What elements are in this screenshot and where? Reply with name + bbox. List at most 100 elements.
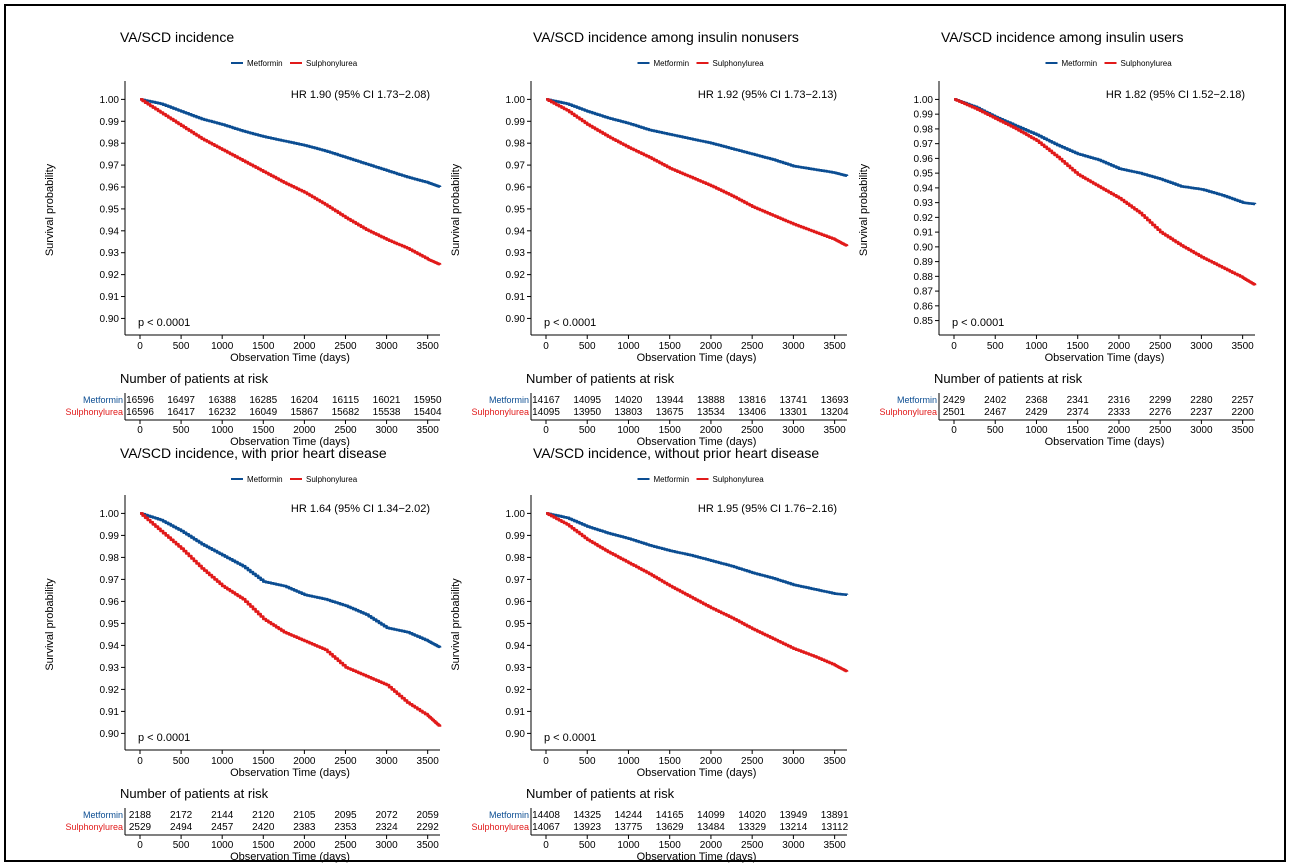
risk-x-tick-label: 500 <box>987 425 1004 436</box>
x-tick-label: 2500 <box>334 341 357 352</box>
km-panel-3: VA/SCD incidence among insulin users Metf… <box>858 29 1257 448</box>
p-value-annotation: p < 0.0001 <box>138 317 190 329</box>
risk-x-tick-label: 1500 <box>252 425 275 436</box>
y-tick-label: 0.90 <box>506 729 526 740</box>
risk-x-tick-label: 2000 <box>293 425 316 436</box>
y-tick-label: 0.99 <box>914 110 934 121</box>
x-tick-label: 3000 <box>375 756 398 767</box>
risk-count-sulphonylurea: 13950 <box>573 407 601 418</box>
x-tick-label: 1500 <box>659 341 682 352</box>
risk-count-sulphonylurea: 2333 <box>1108 407 1131 418</box>
x-tick-label: 500 <box>579 341 596 352</box>
risk-x-tick-label: 1500 <box>1067 425 1090 436</box>
y-tick-label: 1.00 <box>100 509 120 520</box>
y-tick-label: 0.92 <box>506 270 526 281</box>
risk-count-sulphonylurea: 2420 <box>252 822 275 833</box>
risk-count-sulphonylurea: 16049 <box>249 407 277 418</box>
y-tick-label: 1.00 <box>914 95 934 106</box>
x-tick-label: 1500 <box>252 341 275 352</box>
y-axis-label: Survival probability <box>44 578 56 671</box>
legend-label-sulphonylurea: Sulphonylurea <box>306 475 358 484</box>
risk-count-sulphonylurea: 13923 <box>573 822 601 833</box>
risk-count-metformin: 2072 <box>375 810 398 821</box>
y-tick-label: 0.95 <box>506 619 526 630</box>
y-tick-label: 0.95 <box>100 619 120 630</box>
survival-curve-metformin <box>140 98 442 188</box>
survival-curve-sulphonylurea <box>140 512 442 727</box>
risk-x-tick-label: 2000 <box>1108 425 1131 436</box>
x-axis-label: Observation Time (days) <box>637 352 757 364</box>
y-tick-label: 0.91 <box>100 292 120 303</box>
y-tick-label: 0.93 <box>100 663 120 674</box>
chart-title: VA/SCD incidence among insulin nonusers <box>533 29 799 45</box>
y-tick-label: 0.90 <box>506 314 526 325</box>
risk-x-tick-label: 1000 <box>617 425 640 436</box>
x-axis-label: Observation Time (days) <box>1045 352 1165 364</box>
y-tick-label: 0.92 <box>506 685 526 696</box>
survival-curve-metformin <box>546 98 849 177</box>
x-tick-label: 3500 <box>417 756 440 767</box>
chart-title: VA/SCD incidence among insulin users <box>941 29 1184 45</box>
y-tick-label: 0.94 <box>914 183 934 194</box>
risk-count-sulphonylurea: 13803 <box>615 407 643 418</box>
legend-label-metformin: Metformin <box>654 475 690 484</box>
risk-x-tick-label: 0 <box>543 840 549 851</box>
risk-count-metformin: 13949 <box>779 810 807 821</box>
y-tick-label: 0.97 <box>914 139 934 150</box>
x-tick-label: 3500 <box>417 341 440 352</box>
y-tick-label: 0.93 <box>506 663 526 674</box>
risk-count-metformin: 14095 <box>573 395 601 406</box>
risk-row-label-sulphonylurea: Sulphonylurea <box>471 822 529 832</box>
y-tick-label: 0.94 <box>506 641 526 652</box>
y-axis-label: Survival probability <box>44 163 56 256</box>
y-tick-label: 1.00 <box>506 509 526 520</box>
risk-count-metformin: 14167 <box>532 395 560 406</box>
x-tick-label: 1000 <box>617 341 640 352</box>
y-tick-label: 0.86 <box>914 301 934 312</box>
risk-count-metformin: 16285 <box>249 395 277 406</box>
risk-x-tick-label: 3000 <box>375 840 398 851</box>
y-tick-label: 0.98 <box>100 139 120 150</box>
risk-count-sulphonylurea: 2501 <box>943 407 966 418</box>
x-tick-label: 500 <box>173 341 190 352</box>
risk-x-tick-label: 3000 <box>782 840 805 851</box>
risk-count-sulphonylurea: 13484 <box>697 822 725 833</box>
y-tick-label: 0.96 <box>914 154 934 165</box>
km-panel-4: VA/SCD incidence, with prior heart disea… <box>44 445 442 863</box>
x-tick-label: 2500 <box>334 756 357 767</box>
risk-count-metformin: 14408 <box>532 810 560 821</box>
risk-x-tick-label: 3500 <box>1232 425 1255 436</box>
risk-x-tick-label: 3000 <box>782 425 805 436</box>
x-tick-label: 2000 <box>1108 341 1131 352</box>
risk-count-metformin: 2257 <box>1232 395 1255 406</box>
y-tick-label: 0.92 <box>100 685 120 696</box>
y-tick-label: 0.95 <box>914 169 934 180</box>
risk-count-metformin: 15950 <box>414 395 442 406</box>
y-tick-label: 0.98 <box>506 553 526 564</box>
x-tick-label: 3500 <box>1232 341 1255 352</box>
y-axis-label: Survival probability <box>858 163 870 256</box>
x-tick-label: 0 <box>543 756 549 767</box>
x-tick-label: 2000 <box>293 756 316 767</box>
y-tick-label: 0.93 <box>506 248 526 259</box>
risk-table-title: Number of patients at risk <box>934 371 1083 386</box>
risk-count-metformin: 2120 <box>252 810 275 821</box>
risk-count-metformin: 13816 <box>738 395 766 406</box>
hazard-ratio-annotation: HR 1.64 (95% CI 1.34−2.02) <box>291 503 430 515</box>
risk-count-metformin: 16596 <box>126 395 154 406</box>
y-tick-label: 0.90 <box>914 242 934 253</box>
risk-table-title: Number of patients at risk <box>120 786 269 801</box>
chart-title: VA/SCD incidence, without prior heart di… <box>533 445 819 461</box>
survival-curve-metformin <box>546 512 849 596</box>
risk-count-sulphonylurea: 2467 <box>984 407 1007 418</box>
risk-count-sulphonylurea: 13301 <box>779 407 807 418</box>
risk-count-metformin: 2172 <box>170 810 193 821</box>
risk-count-metformin: 16388 <box>208 395 236 406</box>
risk-x-tick-label: 2500 <box>741 425 764 436</box>
y-tick-label: 0.91 <box>100 707 120 718</box>
y-tick-label: 0.99 <box>100 117 120 128</box>
risk-row-label-sulphonylurea: Sulphonylurea <box>879 407 937 417</box>
risk-x-tick-label: 3500 <box>824 425 847 436</box>
risk-row-label-sulphonylurea: Sulphonylurea <box>65 407 123 417</box>
risk-row-label-metformin: Metformin <box>897 395 937 405</box>
